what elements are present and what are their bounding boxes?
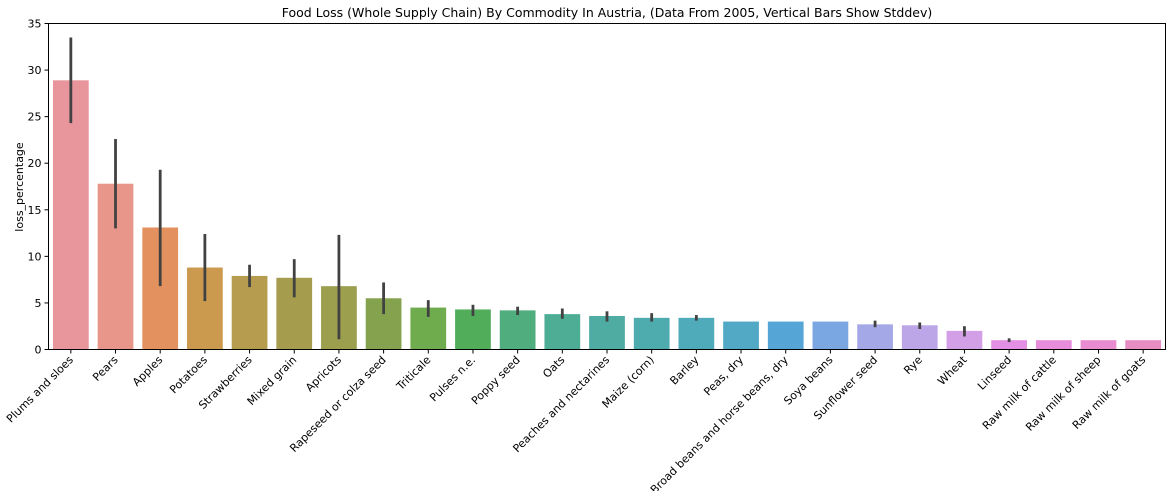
x-tick-label: Peas, dry [701,353,746,398]
x-tick-label: Wheat [935,353,970,388]
y-tick-label: 5 [35,297,42,310]
y-tick-label: 35 [28,18,42,31]
bar [767,321,804,350]
y-tick-label: 0 [35,344,42,357]
bar [1035,340,1072,350]
x-tick-label: Apples [130,353,166,389]
chart-title: Food Loss (Whole Supply Chain) By Commod… [282,5,933,20]
x-tick-label: Apricots [303,353,344,394]
x-tick-label: Potatoes [167,353,210,396]
bar [455,309,491,350]
bar [857,324,893,350]
bar [723,321,759,350]
bar [1125,340,1162,350]
x-tick-label: Rye [901,353,925,377]
y-tick-label: 15 [28,204,42,217]
y-tick-label: 10 [28,250,42,263]
x-tick-label: Raw milk of cattle [980,353,1059,432]
x-tick-label: Triticale [393,353,433,393]
y-tick-label: 25 [28,111,42,124]
bar [901,325,938,350]
plot-frame [48,23,1166,350]
bar [52,80,89,350]
x-tick-label: Oats [540,353,567,380]
bar [633,317,670,350]
x-tick-label: Barley [667,353,701,387]
bar [544,314,581,350]
bar [499,310,536,350]
bar [231,275,268,350]
x-tick-label: Linseed [975,353,1014,392]
x-tick-label: Plums and sloes [4,353,76,425]
bar [946,330,983,350]
y-tick-label: 30 [28,64,42,77]
bar [1080,340,1117,350]
plot-area: 0 5 10 15 20 25 30 35 Plums and sloes Pears Apples… [4,18,1162,491]
bar [812,321,849,350]
x-tick-label: Pears [90,353,121,384]
y-tick-label: 20 [28,157,42,170]
y-axis-label: loss_percentage [13,142,26,232]
bar [991,340,1027,350]
bar [678,317,715,350]
x-tick-label: Raw milk of sheep [1023,353,1103,433]
